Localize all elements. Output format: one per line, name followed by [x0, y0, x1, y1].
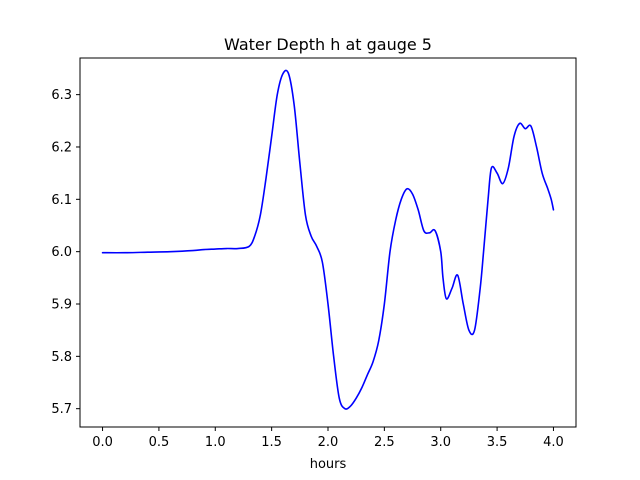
x-tick-label: 0.0 [92, 435, 113, 450]
x-tick-label: 0.5 [149, 435, 170, 450]
plot-area: 0.0 0.5 1.0 1.5 2.0 2.5 3.0 3.5 4.0 5.7 5.8 5.9 6.0 6… [51, 57, 577, 450]
x-tick-label: 1.0 [205, 435, 226, 450]
y-tick-label: 6.1 [51, 193, 72, 208]
x-tick-label: 3.0 [430, 435, 451, 450]
x-tick-label: 3.5 [487, 435, 508, 450]
x-axis-label: hours [310, 457, 347, 472]
x-tick-label: 2.5 [374, 435, 395, 450]
chart-title: Water Depth h at gauge 5 [224, 35, 432, 54]
x-tick-label: 2.0 [318, 435, 339, 450]
y-tick-label: 5.9 [51, 298, 72, 313]
y-tick-label: 6.0 [51, 245, 72, 260]
y-tick-label: 5.8 [51, 350, 72, 365]
x-tick-label: 1.5 [261, 435, 282, 450]
series-line-0 [101, 69, 555, 410]
y-tick-label: 6.2 [51, 140, 72, 155]
y-tick-label: 5.7 [51, 402, 72, 417]
y-tick-label: 6.3 [51, 88, 72, 103]
x-tick-label: 4.0 [543, 435, 564, 450]
